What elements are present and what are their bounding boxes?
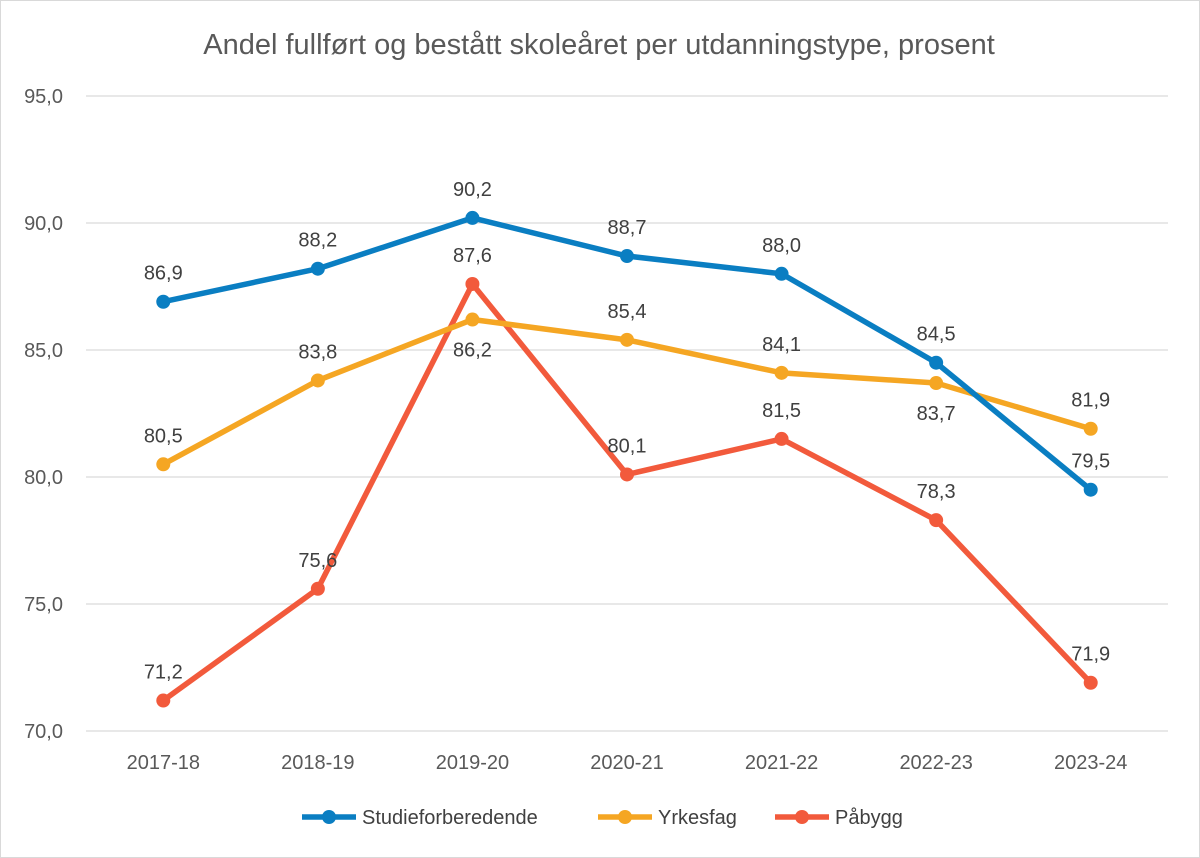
gridlines [86,95,1168,732]
data-point [620,332,634,347]
data-label: 81,5 [762,400,801,422]
data-label: 83,7 [917,403,956,425]
data-label: 81,9 [1071,390,1110,412]
legend-item: Yrkesfag [598,807,737,829]
data-point [1083,421,1098,436]
data-point [465,276,480,291]
y-tick-label: 70,0 [24,721,63,743]
data-point [929,513,944,528]
data-point [156,294,171,309]
y-tick-label: 95,0 [24,86,63,108]
legend-swatch-marker [618,810,632,824]
y-tick-label: 85,0 [24,340,63,362]
data-label: 79,5 [1071,451,1110,473]
data-point [620,249,634,264]
data-point [620,467,634,482]
data-label: 80,1 [608,435,647,457]
x-axis: 2017-18 2018-19 2019-20 2020-21 2021-22 2022-… [127,752,1128,774]
series-yrkesfag [156,312,1098,472]
data-point [465,312,480,327]
chart-title: Andel fullført og bestått skoleåret per … [203,29,995,61]
x-tick-label: 2019-20 [436,752,509,774]
x-tick-label: 2017-18 [127,752,200,774]
data-point [1083,675,1098,690]
data-point [774,266,789,281]
legend-swatch-marker [795,810,809,824]
legend-item: Påbygg [775,807,903,829]
data-label: 78,3 [917,481,956,503]
y-tick-label: 80,0 [24,467,63,489]
y-tick-label: 75,0 [24,594,63,616]
x-tick-label: 2022-23 [899,752,972,774]
data-label: 85,4 [608,301,647,323]
data-label: 75,6 [298,550,337,572]
series-layer [156,210,1098,708]
data-point [465,210,480,225]
data-label: 71,9 [1071,644,1110,666]
data-labels: 86,9 88,2 90,2 88,7 88,0 84,5 79,5 80,5 83,8 86,2… [144,179,1110,684]
series-studieforberedende [156,210,1098,497]
legend-label: Studieforberedende [362,807,538,829]
legend-item: Studieforberedende [302,807,538,829]
data-label: 87,6 [453,245,492,267]
legend: Studieforberedende Yrkesfag Påbygg [302,807,903,829]
data-label: 86,2 [453,340,492,362]
data-label: 90,2 [453,179,492,201]
data-point [1083,482,1098,497]
data-label: 80,5 [144,425,183,447]
data-label: 83,8 [298,341,337,363]
data-label: 71,2 [144,662,183,684]
data-label: 84,1 [762,334,801,356]
x-tick-label: 2018-19 [281,752,354,774]
x-tick-label: 2021-22 [745,752,818,774]
legend-label: Yrkesfag [658,807,737,829]
y-axis: 70,0 75,0 80,0 85,0 90,0 95,0 [24,86,63,743]
data-label: 88,7 [608,217,647,239]
y-tick-label: 90,0 [24,213,63,235]
data-label: 86,9 [144,263,183,285]
data-point [310,373,325,388]
data-label: 88,2 [298,230,337,252]
data-point [156,693,171,708]
legend-swatch-marker [322,810,336,824]
data-point [929,376,944,391]
data-point [929,355,944,370]
series-påbygg [156,276,1098,708]
data-point [774,365,789,380]
data-point [310,261,325,276]
data-point [310,581,325,596]
data-label: 88,0 [762,235,801,257]
x-tick-label: 2023-24 [1054,752,1127,774]
legend-label: Påbygg [835,807,903,829]
x-tick-label: 2020-21 [590,752,663,774]
data-point [156,457,171,472]
data-point [774,431,789,446]
data-label: 84,5 [917,324,956,346]
